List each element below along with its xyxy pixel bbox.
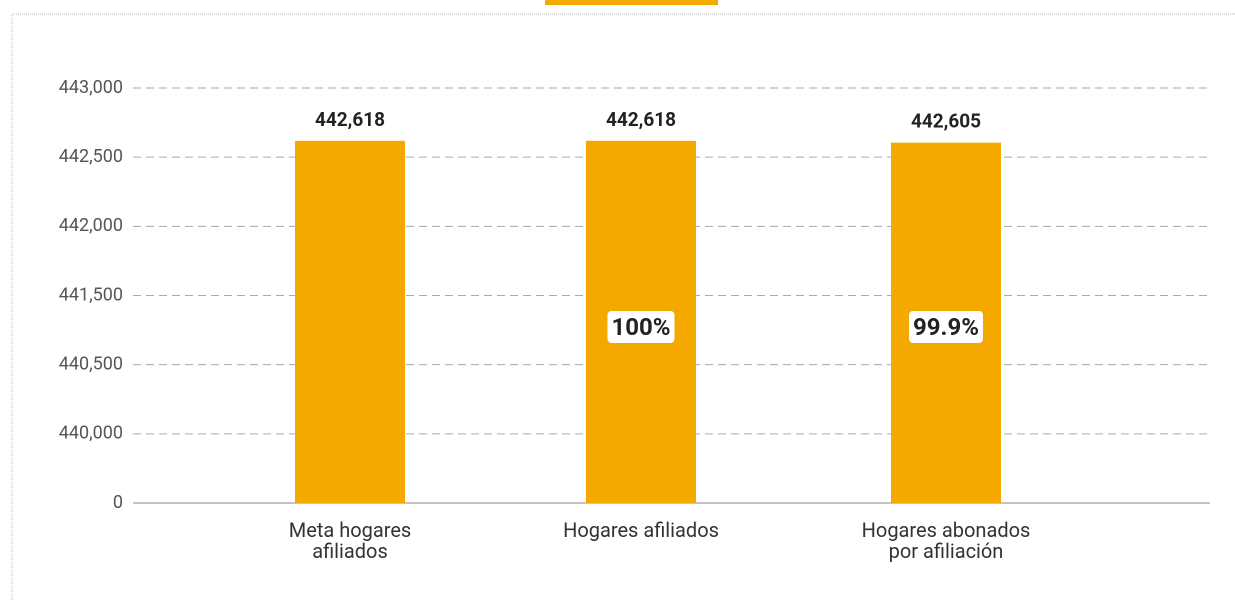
value-label: 442,618 — [606, 108, 676, 131]
x-tick-label: Meta hogares afiliados — [288, 518, 412, 563]
annotation: 99.9% — [908, 311, 984, 343]
y-tick-label: 0 — [113, 492, 123, 513]
y-tick-label: 440,500 — [59, 353, 123, 374]
frame — [11, 13, 1235, 601]
top-accent — [545, 0, 718, 5]
x-tick-label: Hogares abonados por afiliación — [861, 518, 1031, 563]
y-tick-label: 442,500 — [59, 146, 123, 167]
y-tick-label: 443,000 — [59, 77, 123, 98]
x-tick-label: Hogares afiliados — [563, 518, 719, 542]
bar — [295, 140, 405, 504]
y-tick-label: 440,000 — [59, 423, 123, 444]
annotation: 100% — [607, 311, 675, 343]
y-tick-label: 441,500 — [59, 284, 123, 305]
value-label: 442,618 — [315, 108, 385, 131]
value-label: 442,605 — [911, 110, 981, 133]
y-tick-label: 442,000 — [59, 215, 123, 236]
